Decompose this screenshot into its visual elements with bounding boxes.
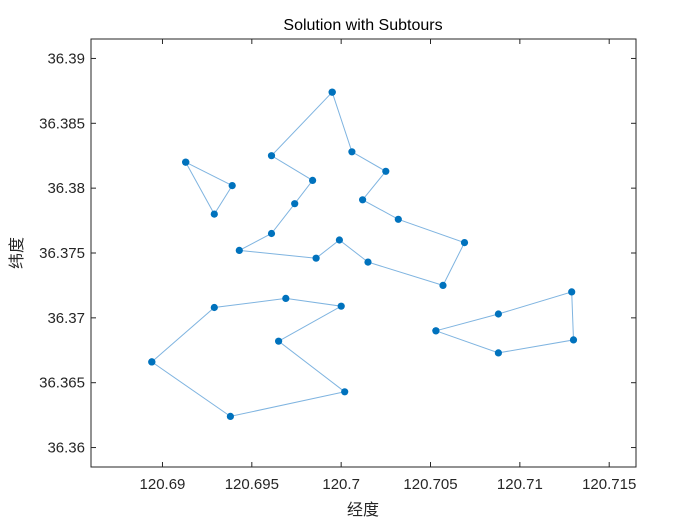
y-axis-label: 纬度	[7, 237, 26, 269]
y-tick-label: 36.38	[47, 180, 85, 197]
x-tick-label: 120.715	[582, 476, 636, 493]
y-tick-label: 36.365	[39, 375, 85, 392]
data-point	[226, 412, 234, 420]
data-point	[569, 336, 578, 344]
data-point	[432, 327, 440, 335]
y-tick-label: 36.375	[39, 245, 85, 262]
y-tick-label: 36.385	[39, 115, 85, 132]
subtour	[148, 294, 349, 420]
data-point	[348, 148, 356, 156]
x-tick-label: 120.7	[322, 476, 360, 493]
data-point	[291, 200, 299, 208]
data-point	[275, 337, 283, 345]
data-point	[494, 310, 502, 318]
data-point	[267, 152, 276, 160]
x-tick-label: 120.695	[225, 476, 279, 493]
data-point	[210, 303, 218, 312]
data-point	[312, 254, 320, 262]
chart-title: Solution with Subtours	[283, 17, 442, 34]
data-point	[210, 210, 218, 218]
data-point	[282, 294, 290, 302]
data-point	[364, 258, 372, 266]
data-point	[359, 196, 367, 204]
data-point	[568, 288, 576, 296]
x-axis-label: 经度	[347, 500, 379, 519]
data-point	[394, 215, 402, 223]
series-layer	[148, 88, 578, 420]
subtour	[182, 158, 236, 218]
subtour-line	[237, 91, 466, 287]
x-tick-label: 120.69	[140, 476, 186, 493]
data-point	[148, 358, 156, 366]
data-point	[267, 229, 276, 238]
data-point	[182, 158, 190, 166]
x-tick-label: 120.71	[497, 476, 543, 493]
y-tick-label: 36.36	[47, 440, 85, 457]
data-point	[341, 388, 349, 396]
axes-box	[90, 38, 637, 468]
data-point	[337, 302, 345, 310]
data-point	[235, 246, 243, 254]
data-point	[328, 88, 336, 96]
subtour	[235, 88, 469, 289]
y-tick-label: 36.39	[47, 50, 85, 67]
data-point	[309, 176, 317, 184]
data-point	[494, 349, 502, 357]
data-point	[439, 281, 447, 289]
subtour-line	[185, 161, 233, 216]
plot-area	[90, 38, 637, 468]
subtour	[432, 288, 578, 357]
data-point	[382, 167, 390, 175]
data-point	[335, 236, 343, 244]
subtour-line	[435, 291, 575, 354]
data-point	[228, 182, 236, 190]
subtour-line	[151, 297, 346, 417]
y-tick-label: 36.37	[47, 310, 85, 327]
data-point	[460, 239, 469, 247]
ticks-layer: 120.69 120.695 120.7 120.705 120.71 120.715 36…	[39, 39, 636, 493]
x-tick-label: 120.705	[403, 476, 457, 493]
